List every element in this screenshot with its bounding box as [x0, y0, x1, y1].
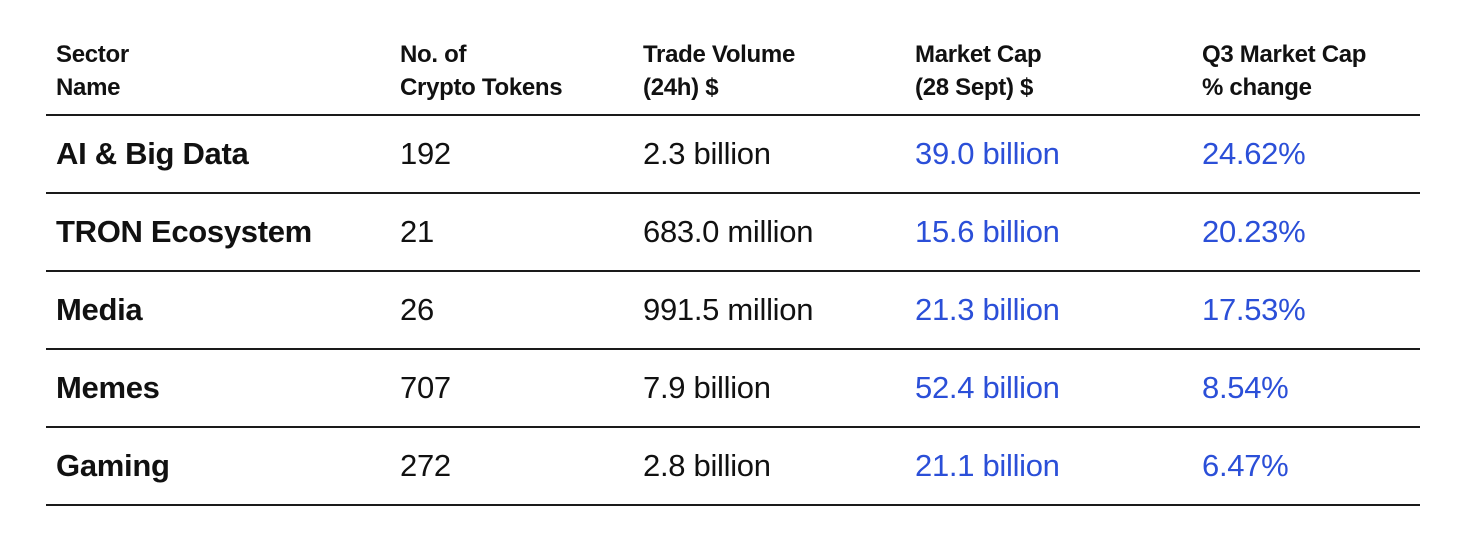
table-row: Media 26 991.5 million 21.3 billion 17.5… [46, 271, 1420, 350]
table-row: TRON Ecosystem 21 683.0 million 15.6 bil… [46, 193, 1420, 272]
header-row: Sector Name No. of Crypto Tokens Trade V… [46, 38, 1420, 116]
cell-market-cap-change: 8.54% [1192, 349, 1420, 428]
table-body: AI & Big Data 192 2.3 billion 39.0 billi… [46, 115, 1420, 506]
cell-market-cap-change: 6.47% [1192, 427, 1420, 506]
cell-sector-name: TRON Ecosystem [46, 193, 390, 272]
cell-market-cap: 39.0 billion [905, 115, 1192, 194]
cell-trade-volume: 683.0 million [633, 193, 905, 272]
header-market-cap-change: Q3 Market Cap % change [1192, 38, 1420, 116]
cell-trade-volume: 7.9 billion [633, 349, 905, 428]
header-trade-volume: Trade Volume (24h) $ [633, 38, 905, 116]
cell-token-count: 272 [390, 427, 633, 506]
cell-market-cap: 21.1 billion [905, 427, 1192, 506]
cell-market-cap: 15.6 billion [905, 193, 1192, 272]
cell-trade-volume: 991.5 million [633, 271, 905, 350]
table-row: AI & Big Data 192 2.3 billion 39.0 billi… [46, 115, 1420, 194]
cell-token-count: 707 [390, 349, 633, 428]
cell-sector-name: Media [46, 271, 390, 350]
cell-token-count: 26 [390, 271, 633, 350]
cell-sector-name: Memes [46, 349, 390, 428]
cell-token-count: 21 [390, 193, 633, 272]
cell-trade-volume: 2.8 billion [633, 427, 905, 506]
cell-market-cap-change: 20.23% [1192, 193, 1420, 272]
cell-token-count: 192 [390, 115, 633, 194]
cell-trade-volume: 2.3 billion [633, 115, 905, 194]
header-market-cap: Market Cap (28 Sept) $ [905, 38, 1192, 116]
table-header: Sector Name No. of Crypto Tokens Trade V… [46, 38, 1420, 116]
cell-market-cap: 21.3 billion [905, 271, 1192, 350]
table-row: Memes 707 7.9 billion 52.4 billion 8.54% [46, 349, 1420, 428]
cell-sector-name: AI & Big Data [46, 115, 390, 194]
cell-market-cap-change: 24.62% [1192, 115, 1420, 194]
sector-table-container: Sector Name No. of Crypto Tokens Trade V… [46, 38, 1420, 506]
header-token-count: No. of Crypto Tokens [390, 38, 633, 116]
cell-market-cap: 52.4 billion [905, 349, 1192, 428]
table-row: Gaming 272 2.8 billion 21.1 billion 6.47… [46, 427, 1420, 506]
header-sector-name: Sector Name [46, 38, 390, 116]
cell-market-cap-change: 17.53% [1192, 271, 1420, 350]
cell-sector-name: Gaming [46, 427, 390, 506]
crypto-sector-table: Sector Name No. of Crypto Tokens Trade V… [46, 38, 1420, 506]
